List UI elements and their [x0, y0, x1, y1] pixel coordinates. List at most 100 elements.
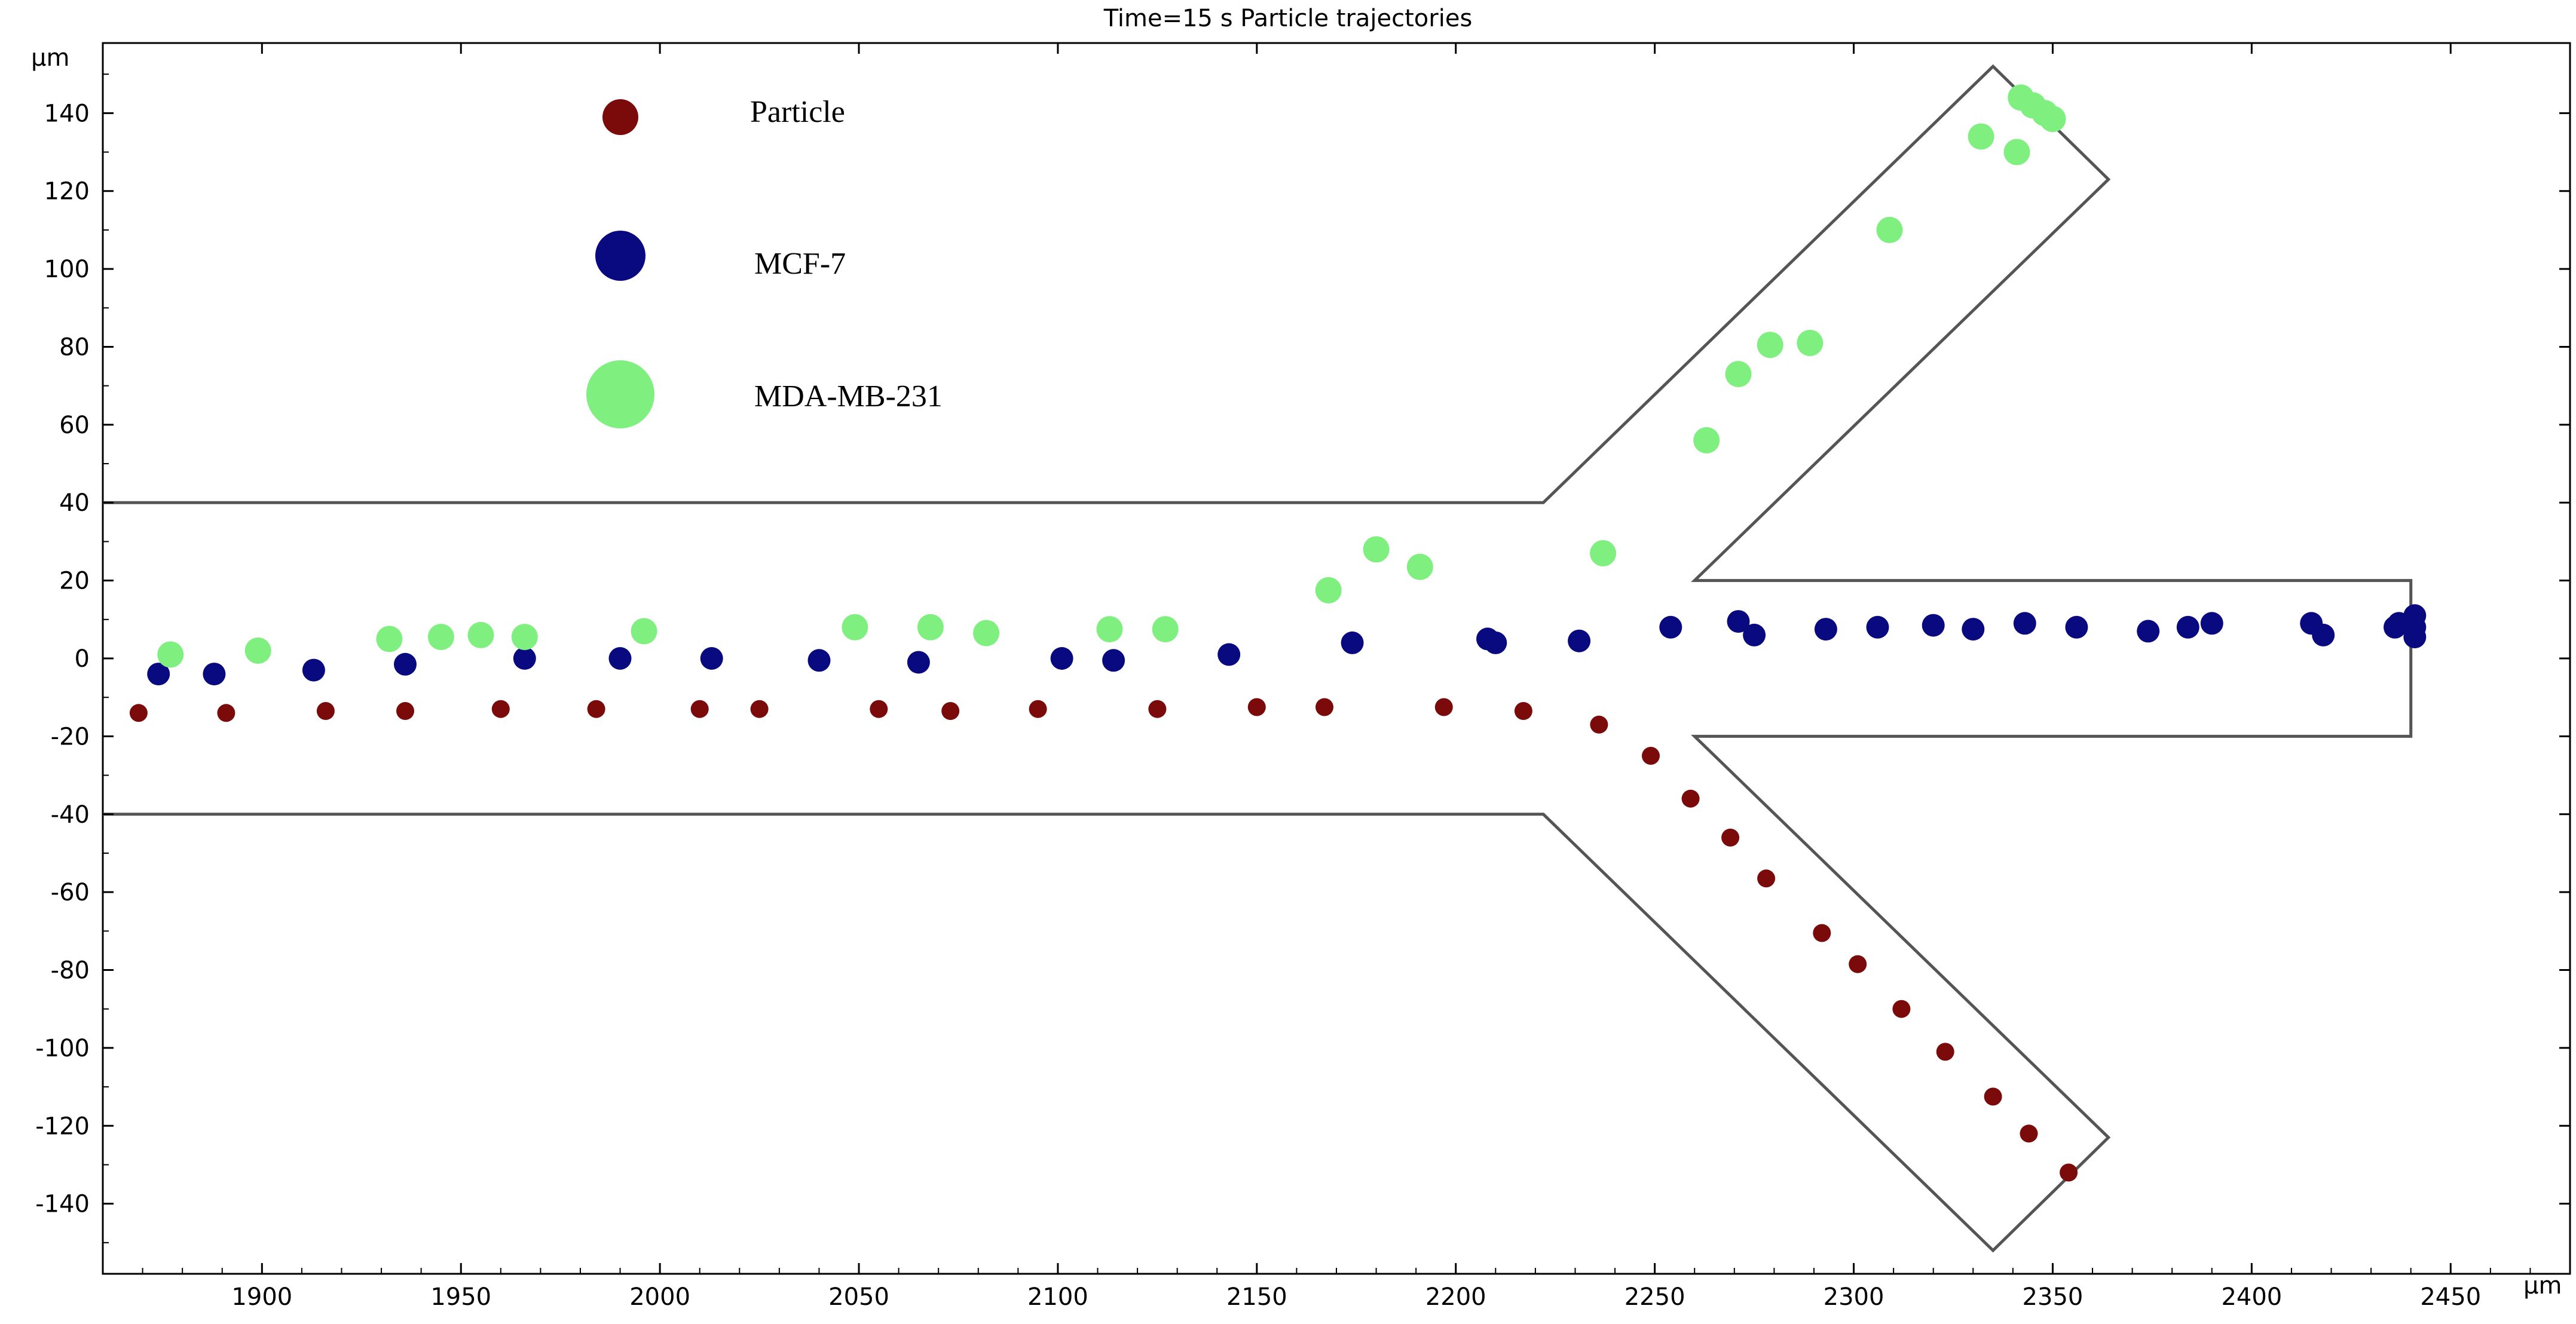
data-point: [1968, 123, 1994, 150]
data-point: [1315, 698, 1333, 716]
data-point: [376, 626, 403, 652]
data-point: [2013, 612, 2036, 635]
legend-label: MDA-MB-231: [754, 379, 943, 413]
data-point: [1148, 700, 1167, 718]
data-point: [1725, 361, 1752, 388]
data-point: [2065, 615, 2088, 639]
data-point: [2312, 623, 2335, 646]
data-point: [690, 700, 709, 718]
series-mcf-7: [147, 604, 2427, 686]
data-point: [491, 700, 510, 718]
data-point: [907, 651, 930, 674]
data-point: [1743, 623, 1766, 646]
series-particle: [129, 698, 2078, 1182]
data-point: [917, 614, 944, 640]
data-points: [129, 84, 2427, 1182]
data-point: [1922, 614, 1945, 637]
data-point: [1642, 747, 1660, 765]
data-point: [1050, 647, 1073, 670]
data-point: [700, 647, 723, 670]
y-tick-label: -20: [51, 723, 90, 750]
data-point: [2020, 1124, 2038, 1143]
y-tick-label: 60: [59, 412, 90, 439]
data-point: [1727, 610, 1750, 633]
data-point: [1590, 715, 1608, 734]
y-tick-label: -60: [51, 879, 90, 906]
data-point: [2060, 1163, 2078, 1182]
data-point: [203, 663, 226, 686]
data-point: [1568, 629, 1591, 652]
data-point: [587, 700, 605, 718]
data-point: [1962, 618, 1985, 641]
data-point: [941, 702, 960, 720]
x-tick-label: 2200: [1425, 1283, 1486, 1311]
data-point: [1484, 631, 1507, 654]
y-tick-label: 100: [44, 256, 90, 283]
y-tick-label: -120: [35, 1112, 90, 1140]
data-point: [147, 663, 170, 686]
x-tick-label: 2150: [1226, 1283, 1287, 1311]
x-tick-label: 2400: [2221, 1283, 2282, 1311]
chart-title: Time=15 s Particle trajectories: [1103, 5, 1473, 32]
data-point: [1363, 536, 1390, 563]
data-point: [513, 647, 536, 670]
data-point: [129, 704, 148, 722]
data-point: [1681, 789, 1700, 808]
y-axis-unit: μm: [31, 44, 69, 72]
data-point: [2403, 626, 2427, 649]
channel-outline: [103, 64, 2413, 1253]
x-tick-label: 2350: [2023, 1283, 2084, 1311]
data-point: [244, 638, 271, 664]
data-point: [1247, 698, 1266, 716]
x-axis-unit: μm: [2523, 1272, 2562, 1300]
data-point: [1152, 616, 1179, 643]
data-point: [1029, 700, 1047, 718]
data-point: [2039, 106, 2066, 133]
data-point: [1693, 427, 1720, 453]
data-point: [2137, 620, 2160, 643]
data-point: [1757, 869, 1776, 888]
data-point: [1876, 216, 1903, 243]
data-point: [1984, 1087, 2002, 1106]
data-point: [1866, 615, 1889, 639]
x-tick-label: 1900: [231, 1283, 292, 1311]
y-tick-label: 20: [59, 568, 90, 595]
y-tick-label: 140: [44, 100, 90, 127]
data-point: [1659, 615, 1682, 639]
data-point: [1813, 924, 1831, 942]
data-point: [631, 618, 657, 645]
data-point: [870, 700, 888, 718]
data-point: [217, 704, 235, 722]
legend: Particle MCF-7 MDA-MB-231: [586, 95, 943, 428]
data-point: [467, 621, 494, 648]
y-tick-label: -100: [35, 1035, 90, 1062]
y-tick-label: -80: [51, 957, 90, 985]
legend-marker: [586, 360, 654, 428]
legend-label: MCF-7: [754, 247, 846, 281]
data-point: [396, 702, 414, 720]
x-axis: 1900 1950 2000 2050 2100 2150 2200 2250 2300 2350…: [142, 43, 2531, 1311]
data-point: [1797, 330, 1824, 356]
data-point: [302, 658, 325, 682]
data-point: [807, 649, 831, 672]
x-tick-label: 2300: [1824, 1283, 1884, 1311]
data-point: [1590, 540, 1617, 566]
x-tick-label: 1950: [430, 1283, 491, 1311]
plot-frame: [102, 42, 2571, 1275]
data-point: [1814, 618, 1837, 641]
data-point: [1434, 698, 1453, 716]
legend-label: Particle: [750, 95, 845, 129]
data-point: [1757, 332, 1783, 358]
x-tick-label: 2000: [629, 1283, 690, 1311]
y-tick-label: 120: [44, 178, 90, 206]
x-tick-label: 2050: [828, 1283, 889, 1311]
series-mda-mb-231: [157, 84, 2066, 668]
data-point: [1849, 955, 1867, 973]
data-point: [1514, 702, 1532, 720]
y-tick-label: 40: [59, 489, 90, 517]
data-point: [394, 652, 417, 676]
y-axis: 140 120 100 80 60 40 20 0 -20 -40 -60 -80 -100 -120 -1…: [35, 73, 2570, 1243]
data-point: [973, 620, 1000, 646]
x-tick-label: 2250: [1624, 1283, 1685, 1311]
y-tick-label: 80: [59, 333, 90, 361]
